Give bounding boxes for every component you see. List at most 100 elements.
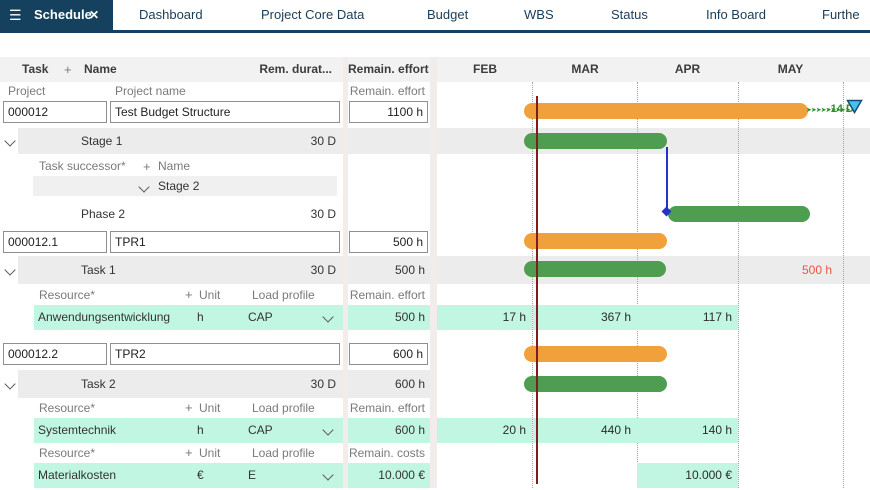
resource1-effort-band <box>348 305 430 330</box>
tpr2-id-input[interactable] <box>3 343 107 365</box>
tpr1-effort-input[interactable] <box>349 231 428 253</box>
stage1-label[interactable]: Stage 1 <box>81 134 123 148</box>
resource3-band <box>34 463 343 488</box>
gridline-apr <box>637 82 638 488</box>
menu-icon[interactable]: ☰ <box>9 7 22 23</box>
project-effort-input[interactable] <box>349 101 428 123</box>
resource3-header-unit: Unit <box>199 446 221 460</box>
col-header-name[interactable]: Name <box>84 62 117 76</box>
resource1-value: 500 h <box>394 310 425 324</box>
resource1-unit: h <box>197 310 204 324</box>
task2-collapse-icon[interactable] <box>4 378 16 390</box>
tab-budget[interactable]: Budget <box>427 7 469 22</box>
add-resource3-button[interactable]: + <box>185 445 193 460</box>
add-successor-button[interactable]: + <box>143 159 151 174</box>
resource3-header-load: Load profile <box>252 446 315 460</box>
resource2-header-unit: Unit <box>199 401 221 415</box>
tab-dashboard[interactable]: Dashboard <box>139 7 203 22</box>
add-task-button[interactable]: + <box>64 62 72 77</box>
col-header-task[interactable]: Task <box>22 62 49 76</box>
tab-status[interactable]: Status <box>611 7 648 22</box>
resource2-header-load: Load profile <box>252 401 315 415</box>
resource2-name[interactable]: Systemtechnik <box>38 423 117 437</box>
task1-gantt-bar[interactable] <box>524 261 666 277</box>
resource3-unit: € <box>197 468 204 482</box>
tpr2-name-input[interactable] <box>110 343 340 365</box>
tpr1-id-input[interactable] <box>3 231 107 253</box>
header-band-months <box>437 57 870 82</box>
phase2-label[interactable]: Phase 2 <box>81 207 126 221</box>
phase2-duration: 30 D <box>310 207 336 221</box>
resource2-header-value: Remain. effort <box>349 401 425 415</box>
resource3-name[interactable]: Materialkosten <box>38 468 117 482</box>
resource2-feb-cell: 20 h <box>437 418 532 443</box>
add-resource1-button[interactable]: + <box>185 287 193 302</box>
task1-duration: 30 D <box>310 263 336 277</box>
task2-row-band-left <box>18 370 343 398</box>
resource1-header-unit: Unit <box>199 288 221 302</box>
resource1-apr-cell: 117 h <box>637 305 738 330</box>
tab-info-board[interactable]: Info Board <box>706 7 766 22</box>
task2-gantt-bar[interactable] <box>524 376 667 392</box>
tab-schedule[interactable]: ☰ Schedule ✕ <box>0 0 113 30</box>
stage2-label[interactable]: Stage 2 <box>158 179 200 193</box>
resource1-name[interactable]: Anwendungsentwicklung <box>38 310 171 324</box>
milestone-triangle-icon[interactable] <box>846 99 863 114</box>
tpr1-name-input[interactable] <box>110 231 340 253</box>
resource1-load-select[interactable]: CAP <box>248 310 273 324</box>
column-splitter-1[interactable] <box>343 57 348 488</box>
resource2-unit: h <box>197 423 204 437</box>
add-resource2-button[interactable]: + <box>185 400 193 415</box>
task1-effort: 500 h <box>394 263 425 277</box>
stage1-collapse-icon[interactable] <box>4 135 16 147</box>
dependency-connector <box>666 147 668 211</box>
resource2-band <box>34 418 343 443</box>
col-header-rem-duration[interactable]: Rem. durat... <box>259 62 332 76</box>
project-name-input[interactable] <box>110 101 340 123</box>
project-id-input[interactable] <box>3 101 107 123</box>
subheader-project-name: Project name <box>115 84 186 98</box>
successor-header-name: Name <box>158 159 191 173</box>
task2-label[interactable]: Task 2 <box>81 377 116 391</box>
month-header-feb: FEB <box>473 62 497 76</box>
stage1-duration: 30 D <box>310 134 336 148</box>
month-header-may: MAY <box>777 62 804 76</box>
stage2-row-band <box>33 176 337 196</box>
resource2-apr-cell: 140 h <box>637 418 738 443</box>
resource2-effort-band <box>348 418 430 443</box>
task1-label[interactable]: Task 1 <box>81 263 116 277</box>
resource1-header-load: Load profile <box>252 288 315 302</box>
resource1-band <box>34 305 343 330</box>
tpr2-gantt-bar[interactable] <box>524 346 667 362</box>
month-header-apr: APR <box>674 62 701 76</box>
resource2-load-select[interactable]: CAP <box>248 423 273 437</box>
resource3-effort-band <box>348 463 430 488</box>
col-header-rem-effort[interactable]: Remain. effort <box>348 62 429 76</box>
column-splitter-2[interactable] <box>430 57 437 488</box>
task1-collapse-icon[interactable] <box>4 264 16 276</box>
tpr2-effort-input[interactable] <box>349 343 428 365</box>
project-gantt-bar[interactable] <box>524 103 808 119</box>
successor-header-label: Task successor* <box>39 159 126 173</box>
gridline-jun <box>843 82 844 488</box>
resource3-header-value: Remain. costs <box>348 446 425 460</box>
header-band-effort <box>348 57 430 82</box>
tab-wbs[interactable]: WBS <box>524 7 554 22</box>
resource1-feb-cell: 17 h <box>437 305 532 330</box>
resource1-mar-cell: 367 h <box>533 305 637 330</box>
task2-row-band-effort <box>348 370 430 398</box>
resource2-value: 600 h <box>394 423 425 437</box>
resource3-header-label: Resource* <box>39 446 96 460</box>
resource2-header-label: Resource* <box>39 401 96 415</box>
tpr1-gantt-bar[interactable] <box>524 233 667 249</box>
task1-overrun-label: 500 h <box>801 263 832 277</box>
tab-further[interactable]: Furthe <box>822 7 860 22</box>
stage1-gantt-bar[interactable] <box>524 133 667 149</box>
resource3-apr-cell: 10.000 € <box>637 463 738 488</box>
resource3-value: 10.000 € <box>378 468 425 482</box>
phase2-gantt-bar[interactable] <box>668 206 810 222</box>
resource3-load-select[interactable]: E <box>248 468 257 482</box>
tab-project-core-data[interactable]: Project Core Data <box>261 7 365 22</box>
close-icon[interactable]: ✕ <box>89 8 100 22</box>
